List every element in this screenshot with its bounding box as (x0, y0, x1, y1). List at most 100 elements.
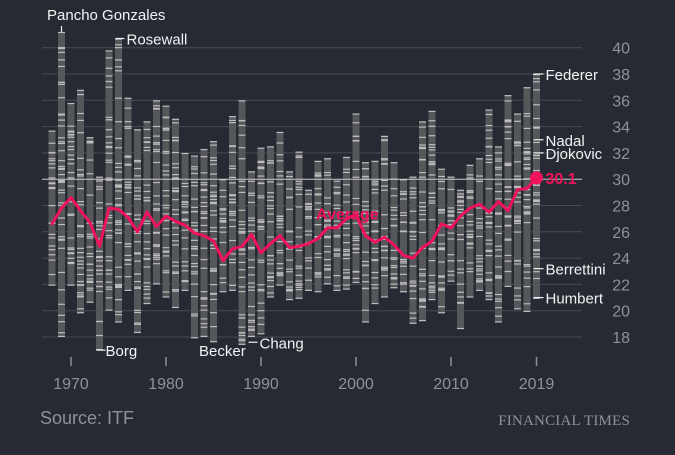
age-bar-rect-1972 (86, 137, 94, 303)
y-tick-label-20: 20 (612, 304, 630, 321)
player-name: Rosewall (127, 31, 188, 48)
player-name: Humbert (546, 291, 604, 308)
average-final-value: 30.1 (546, 171, 577, 188)
age-bar-1971 (77, 89, 84, 314)
age-bar-rect-1981 (172, 118, 179, 309)
age-bar-1999 (343, 156, 350, 290)
age-bar-1987 (229, 116, 236, 291)
age-bar-1983 (191, 155, 198, 339)
age-bar-2012 (466, 164, 474, 298)
age-bar-rect-2007 (419, 121, 426, 322)
age-range-bars (48, 31, 540, 351)
y-tick-label-22: 22 (612, 277, 630, 294)
y-tick-label-26: 26 (612, 225, 630, 242)
age-bar-1974 (105, 50, 113, 311)
age-bar-2018 (523, 87, 531, 313)
x-tick-label-1980: 1980 (148, 376, 184, 393)
age-bar-rect-2011 (457, 189, 464, 330)
y-tick-label-34: 34 (612, 120, 630, 137)
publisher-logo: FINANCIAL TIMES (498, 413, 630, 429)
age-bar-rect-1990 (257, 147, 265, 335)
age-bar-2016 (504, 95, 512, 288)
average-line-layer: 30.1 (50, 171, 577, 263)
age-bar-1994 (295, 151, 303, 299)
age-bar-1986 (219, 179, 227, 293)
age-bar-rect-1979 (153, 100, 160, 285)
player-label-chang: Chang (248, 335, 304, 352)
age-bar-1969 (58, 31, 65, 337)
age-bar-rect-1987 (229, 116, 236, 291)
age-bar-1982 (181, 152, 189, 291)
age-bar-1975 (115, 38, 122, 323)
age-bar-1979 (153, 100, 160, 285)
age-bar-rect-2001 (362, 162, 369, 323)
age-bar-rect-1980 (162, 105, 170, 298)
age-bar-1988 (238, 100, 246, 345)
age-bar-2019 (533, 73, 540, 299)
player-name: Nadal (546, 133, 585, 150)
age-bar-1998 (333, 180, 341, 291)
age-bar-rect-1995 (305, 189, 312, 291)
age-bar-2005 (400, 179, 407, 293)
age-bar-2015 (495, 146, 502, 323)
y-tick-label-38: 38 (612, 67, 630, 84)
age-bar-rect-2002 (371, 160, 379, 305)
y-tick-label-30: 30 (612, 172, 630, 189)
age-bar-1972 (86, 137, 94, 303)
player-name: Federer (546, 67, 599, 84)
age-bar-2007 (419, 121, 426, 322)
player-label-berrettini: Berrettini (533, 262, 606, 279)
x-tick-label-1990: 1990 (243, 376, 279, 393)
player-label-djokovic: Djokovic (533, 146, 603, 163)
age-bar-1995 (305, 189, 312, 291)
axes: 1970 1980 1990 2000 2010 2019 (53, 357, 554, 393)
age-bar-2002 (371, 160, 379, 305)
age-bar-rect-2008 (428, 110, 436, 301)
age-bar-1968 (48, 130, 56, 286)
age-bar-2014 (485, 109, 493, 301)
player-label-rosewall: Rosewall (115, 31, 188, 48)
y-tick-label-40: 40 (612, 41, 630, 58)
age-bar-rect-1993 (286, 171, 293, 301)
player-label-becker: Becker (199, 343, 246, 360)
age-bar-rect-1992 (276, 131, 284, 286)
y-tick-label-24: 24 (612, 251, 630, 268)
age-bar-rect-1989 (248, 171, 255, 337)
age-bar-rect-1986 (219, 179, 227, 293)
y-tick-label-28: 28 (612, 199, 630, 216)
age-bar-rect-2017 (514, 113, 521, 310)
age-bar-1980 (162, 105, 170, 298)
age-bar-rect-1984 (200, 148, 208, 337)
age-bar-rect-2003 (381, 135, 388, 298)
age-bar-1990 (257, 147, 265, 335)
age-bar-1992 (276, 131, 284, 286)
age-bar-1973 (96, 176, 103, 351)
average-line (50, 176, 538, 263)
age-bar-rect-1994 (295, 151, 303, 299)
age-bar-rect-1988 (238, 100, 246, 345)
player-name: Chang (260, 335, 304, 352)
age-bar-2006 (409, 176, 417, 324)
source-note: Source: ITF (40, 408, 135, 428)
age-bar-rect-1982 (181, 152, 189, 291)
player-label-average: Average (316, 206, 379, 223)
x-tick-label-2010: 2010 (433, 376, 469, 393)
y-tick-label-36: 36 (612, 93, 630, 110)
player-labels: Pancho Gonzales Rosewall Borg Becker Chang Av… (47, 7, 606, 360)
age-bar-rect-2015 (495, 146, 502, 323)
age-bar-1991 (267, 146, 274, 298)
age-bar-2000 (352, 113, 360, 284)
age-bar-2008 (428, 110, 436, 301)
x-tick-label-2000: 2000 (338, 376, 374, 393)
age-bar-rect-1970 (67, 102, 75, 286)
age-bar-2009 (438, 168, 445, 314)
age-bar-2001 (362, 162, 369, 323)
age-bar-1996 (314, 160, 322, 293)
age-bar-rect-2014 (485, 109, 493, 301)
age-bar-rect-2009 (438, 168, 445, 314)
player-name: Becker (199, 343, 246, 360)
player-name: Djokovic (546, 146, 603, 163)
player-label-nadal: Nadal (533, 133, 585, 150)
age-bar-rect-2005 (400, 179, 407, 293)
